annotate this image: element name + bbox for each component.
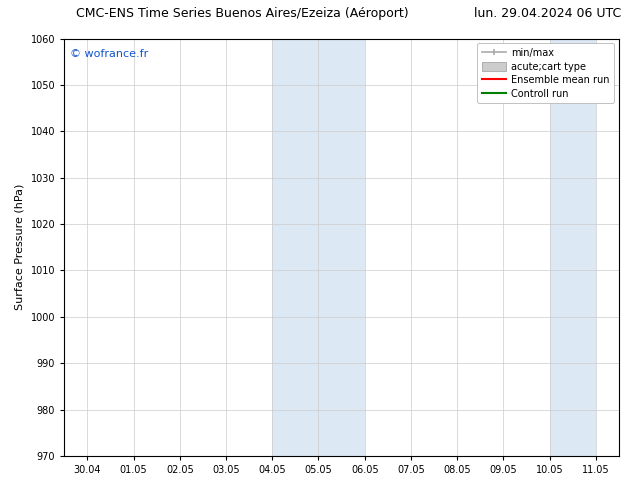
Legend: min/max, acute;cart type, Ensemble mean run, Controll run: min/max, acute;cart type, Ensemble mean …: [477, 44, 614, 103]
Text: lun. 29.04.2024 06 UTC: lun. 29.04.2024 06 UTC: [474, 7, 621, 21]
Bar: [272, 39, 365, 456]
Text: © wofrance.fr: © wofrance.fr: [70, 49, 148, 59]
Y-axis label: Surface Pressure (hPa): Surface Pressure (hPa): [15, 184, 25, 311]
Text: CMC-ENS Time Series Buenos Aires/Ezeiza (Aéroport): CMC-ENS Time Series Buenos Aires/Ezeiza …: [76, 7, 409, 21]
Bar: [550, 39, 596, 456]
